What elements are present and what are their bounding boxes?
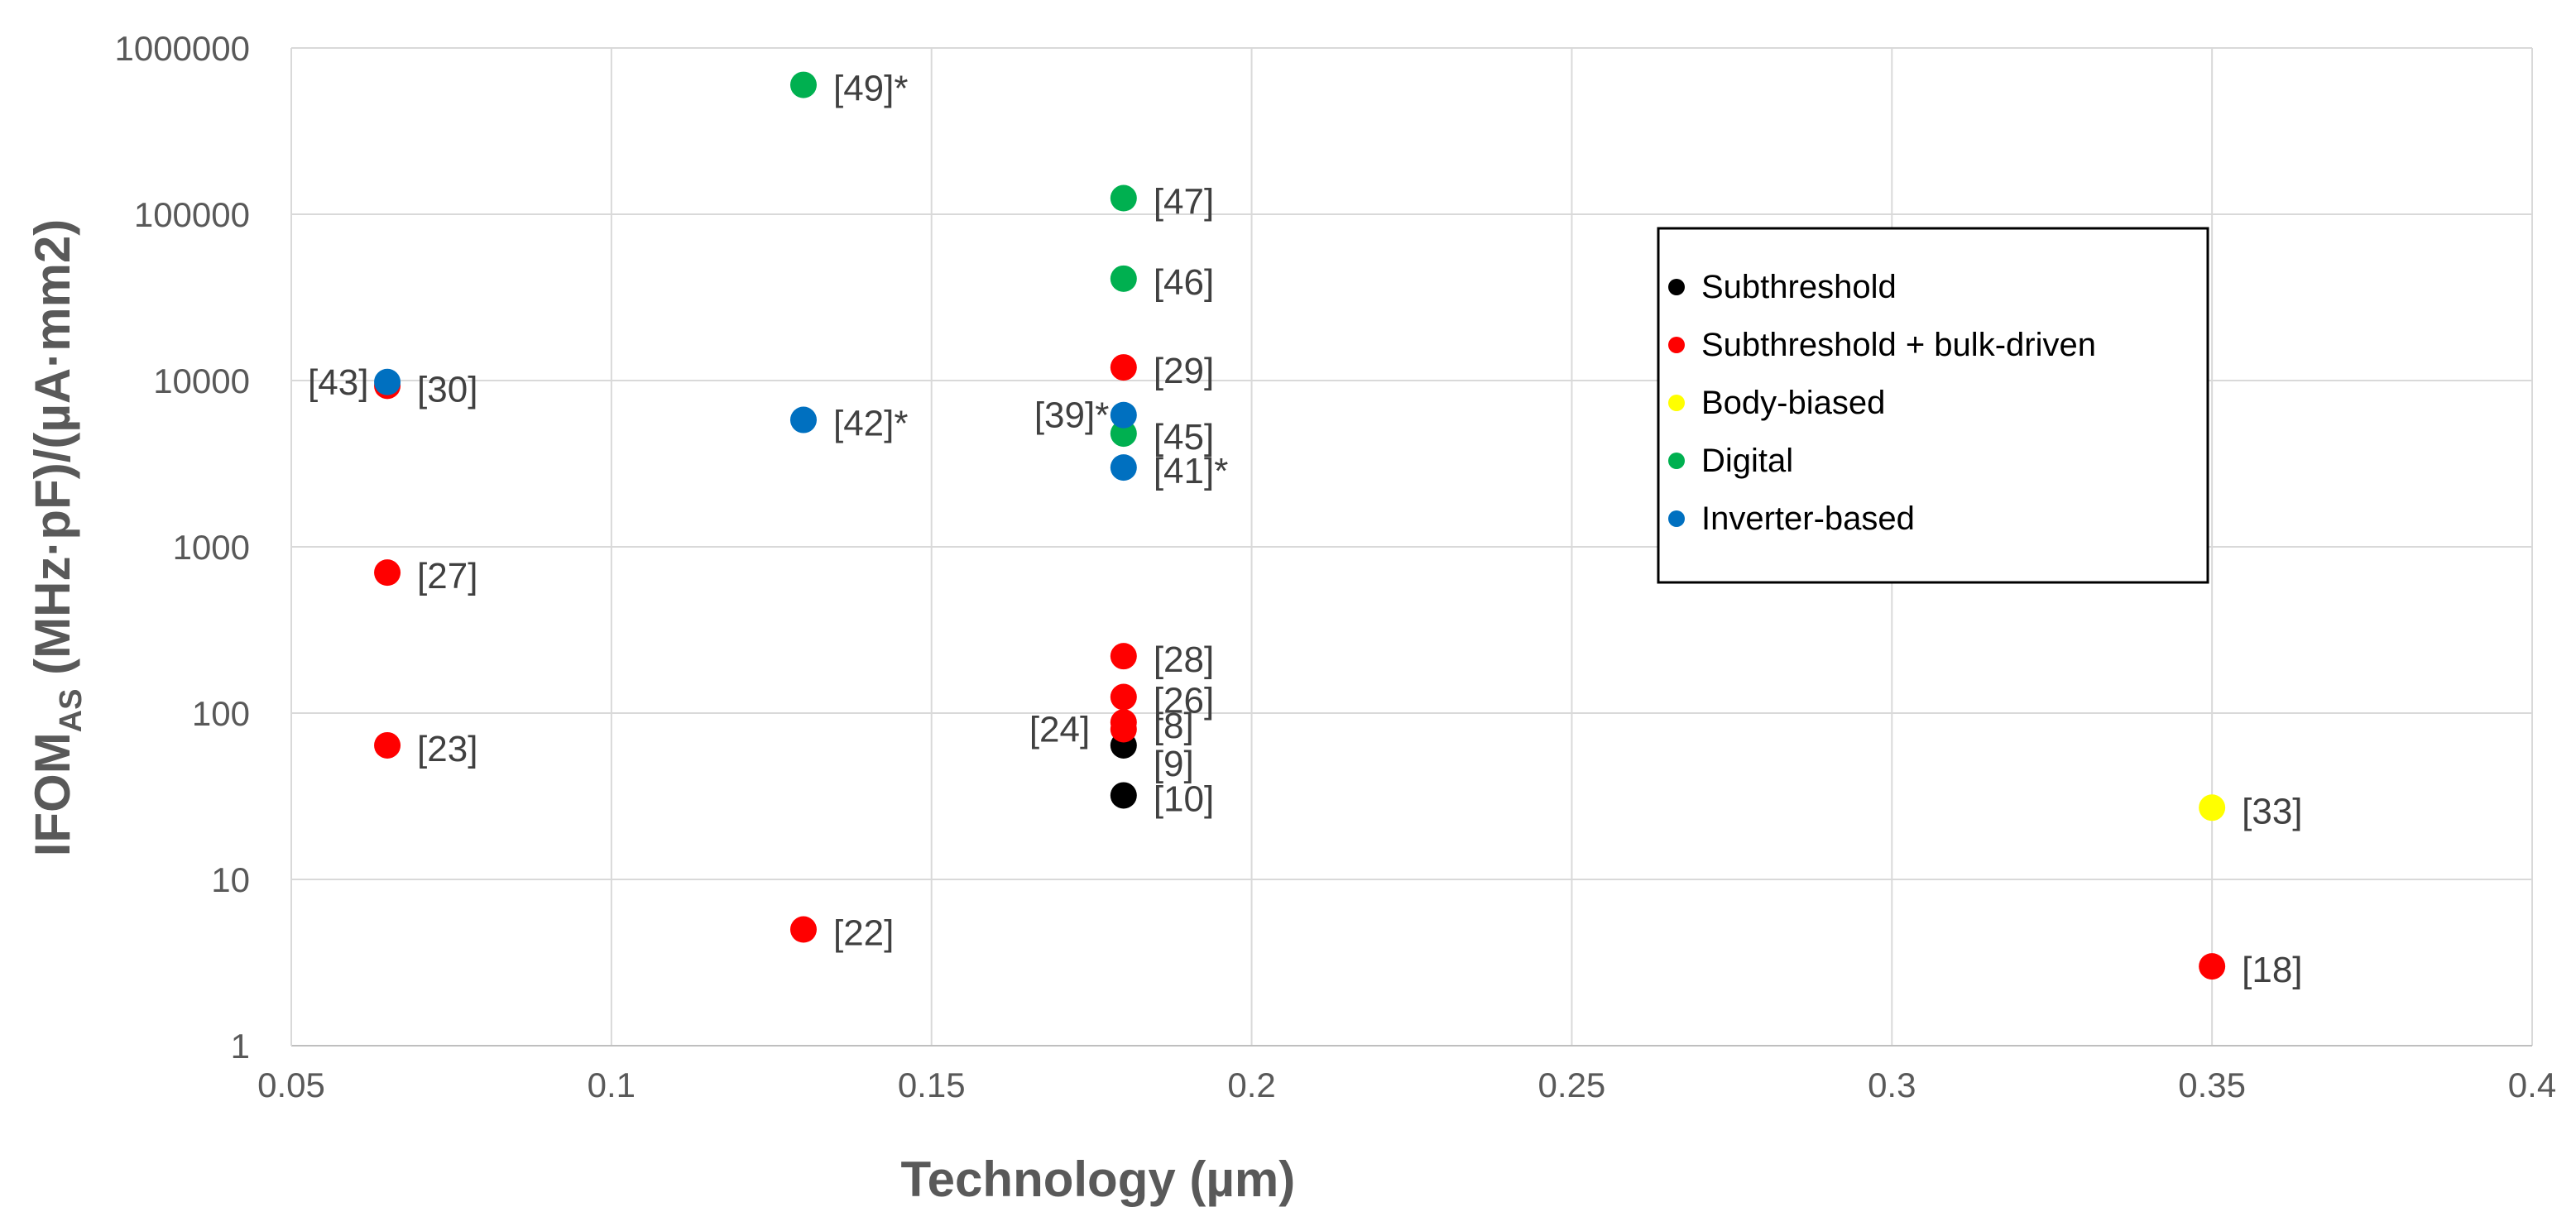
data-label: [43] (308, 362, 368, 403)
x-tick-label: 0.35 (2178, 1066, 2246, 1104)
legend-box (1657, 227, 2209, 584)
data-point (1110, 454, 1137, 481)
data-label: [10] (1154, 778, 1214, 819)
x-tick-label: 0.15 (898, 1066, 966, 1104)
legend-entry: Body-biased (1701, 385, 1885, 421)
data-label: [39]* (1034, 395, 1110, 436)
data-label: [27] (417, 556, 477, 596)
y-axis-title-main: IFOM (25, 732, 80, 856)
data-label: [41]* (1154, 451, 1229, 491)
data-label: [29] (1154, 351, 1214, 391)
data-point (1110, 354, 1137, 381)
x-tick-label: 0.05 (257, 1066, 325, 1104)
y-tick-label: 100000 (134, 195, 250, 234)
x-tick-label: 0.2 (1227, 1066, 1275, 1104)
data-label: [18] (2242, 950, 2302, 990)
data-label: [49]* (833, 69, 909, 109)
data-label: [42]* (833, 404, 909, 444)
data-point (2199, 953, 2226, 980)
x-axis-title: Technology (µm) (900, 1152, 1295, 1207)
y-tick-label: 100 (192, 694, 250, 733)
x-tick-label: 0.25 (1538, 1066, 1606, 1104)
data-label: [9] (1154, 744, 1194, 784)
data-label: [30] (417, 369, 477, 410)
data-label: [23] (417, 729, 477, 769)
y-axis-title-units: (MHz·pF)/(µA·mm2) (25, 219, 80, 689)
legend-entry: Inverter-based (1701, 501, 1915, 537)
legend-marker (1668, 337, 1685, 353)
x-tick-label: 0.3 (1868, 1066, 1916, 1104)
data-label: [47] (1154, 182, 1214, 223)
legend-marker (1668, 279, 1685, 295)
data-point (2199, 794, 2226, 821)
data-point (1110, 782, 1137, 809)
y-axis-title-subscript: AS (54, 689, 89, 733)
data-label: [26] (1154, 681, 1214, 721)
data-label: [8] (1154, 706, 1194, 746)
y-axis-title: IFOMAS (MHz·pF)/(µA·mm2) (25, 219, 89, 857)
x-tick-label: 0.1 (588, 1066, 636, 1104)
data-label: [24] (1029, 709, 1090, 750)
y-tick-label: 10 (211, 860, 250, 899)
data-point (1110, 643, 1137, 670)
data-point (374, 368, 401, 395)
data-point (1110, 420, 1137, 448)
data-point (1110, 265, 1137, 292)
y-tick-label: 1000 (173, 528, 250, 567)
y-tick-label: 1 (231, 1027, 250, 1066)
data-point (1110, 716, 1137, 743)
legend-entry: Digital (1701, 443, 1793, 479)
data-label: [45] (1154, 417, 1214, 457)
data-label: [22] (833, 913, 894, 954)
data-point (374, 731, 401, 759)
legend-entry: Subthreshold (1701, 269, 1897, 305)
y-tick-label: 1000000 (114, 29, 250, 68)
data-label: [28] (1154, 639, 1214, 680)
data-point (789, 916, 817, 943)
data-point (1110, 401, 1137, 429)
y-tick-label: 10000 (153, 362, 250, 400)
legend-marker (1668, 453, 1685, 469)
data-point (1110, 683, 1137, 711)
data-point (1110, 184, 1137, 212)
legend-marker (1668, 395, 1685, 411)
legend-entry: Subthreshold + bulk-driven (1701, 327, 2096, 363)
data-point (374, 559, 401, 587)
legend-marker (1668, 510, 1685, 527)
data-point (789, 406, 817, 433)
x-tick-label: 0.4 (2508, 1066, 2556, 1104)
data-label: [46] (1154, 262, 1214, 303)
data-label: [33] (2242, 791, 2302, 831)
data-point (789, 71, 817, 98)
